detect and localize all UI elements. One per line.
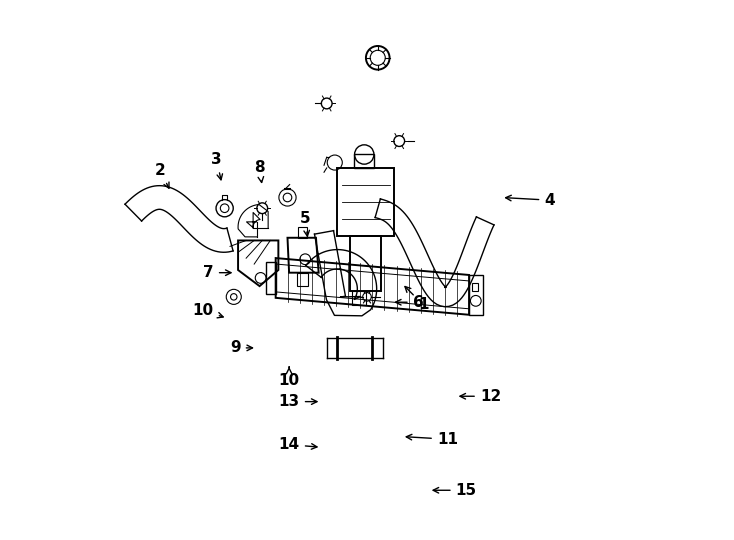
Bar <box>297 273 308 286</box>
Text: 1: 1 <box>405 287 429 313</box>
Text: 13: 13 <box>279 394 317 409</box>
Text: 14: 14 <box>279 437 317 452</box>
Text: 9: 9 <box>230 340 252 355</box>
Bar <box>469 275 482 315</box>
Text: 5: 5 <box>300 212 310 236</box>
Bar <box>266 262 276 294</box>
Bar <box>338 168 394 236</box>
Text: 11: 11 <box>406 431 458 447</box>
Bar <box>298 227 307 238</box>
Bar <box>352 292 366 305</box>
Text: 2: 2 <box>155 163 169 188</box>
Text: 8: 8 <box>254 160 265 183</box>
Bar <box>350 236 381 292</box>
Text: 7: 7 <box>203 265 231 280</box>
Bar <box>355 154 374 168</box>
Text: 12: 12 <box>460 389 501 404</box>
Bar <box>472 283 479 291</box>
Text: 3: 3 <box>211 152 222 180</box>
Text: 10: 10 <box>193 303 223 318</box>
Text: 10: 10 <box>278 367 299 388</box>
Text: 4: 4 <box>506 193 555 208</box>
Text: 15: 15 <box>433 483 477 498</box>
Text: 6: 6 <box>396 295 424 310</box>
